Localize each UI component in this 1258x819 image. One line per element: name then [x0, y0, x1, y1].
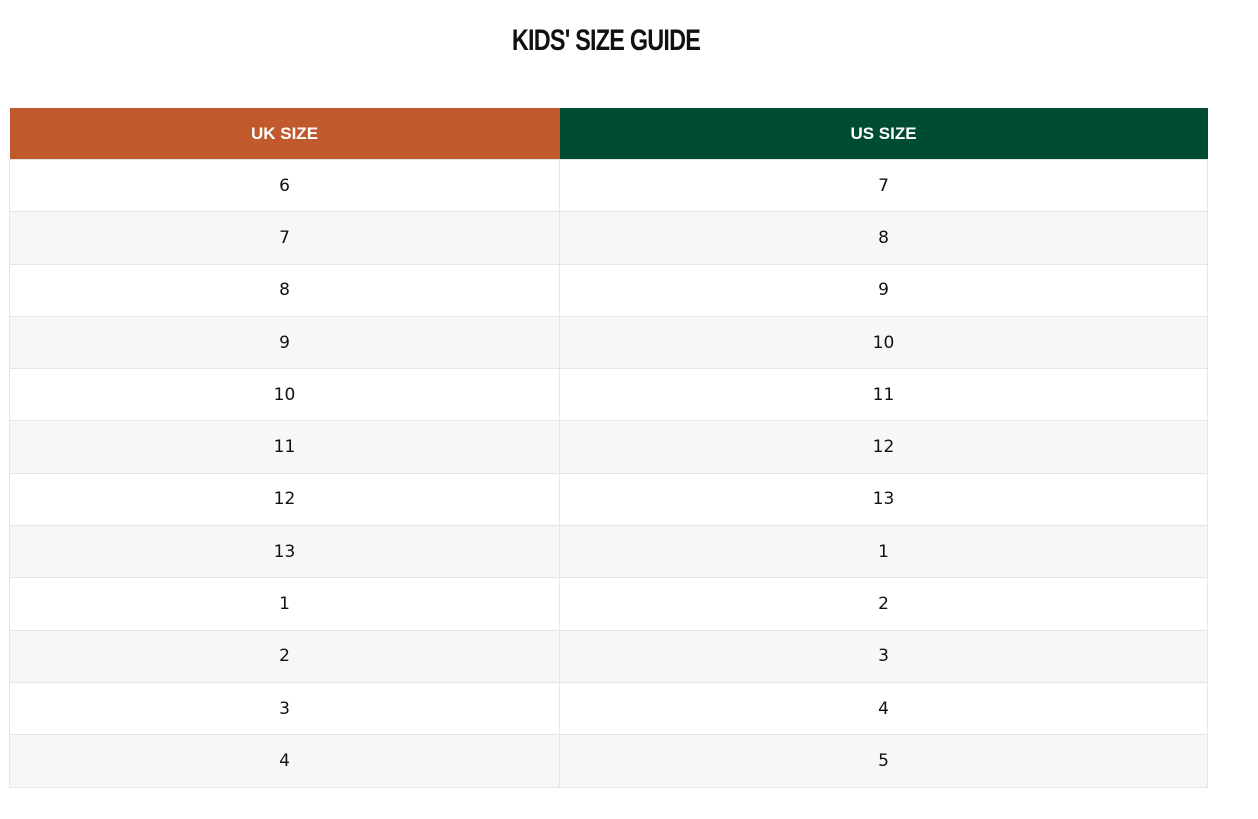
table-row: 9 10	[9, 315, 1208, 370]
table-cell: 7	[559, 158, 1208, 213]
table-row: 10 11	[9, 368, 1208, 422]
table-cell: 9	[559, 263, 1208, 317]
table-cell: 12	[9, 472, 560, 527]
header-cell: UK SIZE	[9, 108, 560, 160]
table-header: UK SIZE US SIZE	[9, 108, 1208, 160]
table-cell: 8	[559, 211, 1208, 265]
table-cell: 1	[9, 577, 560, 631]
table-cell: 3	[9, 681, 560, 736]
page-title: KIDS' SIZE GUIDE	[511, 24, 701, 57]
table-cell: 1	[559, 525, 1208, 579]
table-cell: 11	[9, 420, 560, 474]
table-cell: 8	[9, 263, 560, 317]
table-cell: 9	[9, 315, 560, 370]
table-cell: 4	[559, 681, 1208, 736]
table-row: 13 1	[9, 525, 1208, 579]
table-cell: 3	[559, 629, 1208, 683]
table-cell: 2	[9, 629, 560, 683]
table-row: 11 12	[9, 420, 1208, 474]
size-table: UK SIZE US SIZE 6 7 7 8 8 9 9 10 10 11 11 12 12 13 13 1…	[9, 108, 1208, 788]
table-cell: 13	[559, 472, 1208, 527]
table-cell: 2	[559, 577, 1208, 631]
table-cell: 10	[9, 368, 560, 422]
table-body: 6 7 7 8 8 9 9 10 10 11 11 12 12 13 13 1 1 2 2 3 3 4 4 5	[9, 158, 1208, 788]
table-row: 12 13	[9, 472, 1208, 527]
table-cell: 4	[9, 734, 560, 788]
header-row: UK SIZE US SIZE	[9, 108, 1208, 160]
table-cell: 11	[559, 368, 1208, 422]
table-cell: 13	[9, 525, 560, 579]
table-cell: 12	[559, 420, 1208, 474]
header-cell: US SIZE	[559, 108, 1208, 160]
table-cell: 5	[559, 734, 1208, 788]
table-cell: 6	[9, 158, 560, 213]
table-cell: 10	[559, 315, 1208, 370]
table-cell: 7	[9, 211, 560, 265]
